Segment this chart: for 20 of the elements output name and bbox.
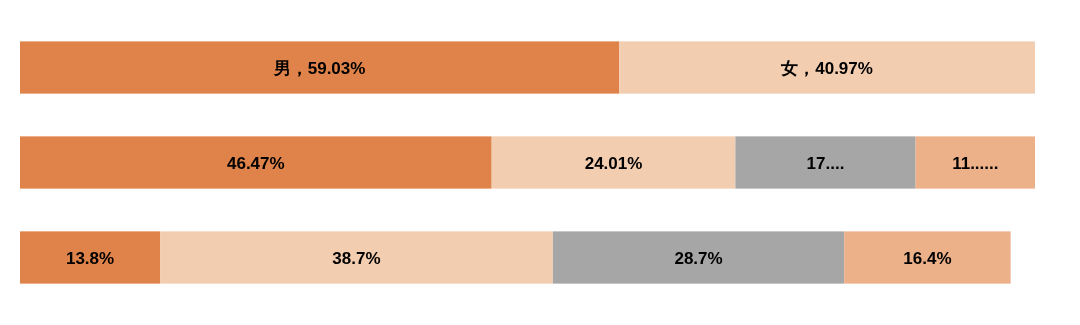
data-label: 46.47% bbox=[227, 153, 285, 173]
data-label: 13.8% bbox=[65, 248, 115, 268]
data-label: 28.7% bbox=[674, 248, 723, 268]
data-label: 女，40.97% bbox=[780, 58, 873, 78]
data-label: 男，59.03% bbox=[272, 58, 366, 78]
bar bbox=[20, 231, 161, 284]
bar bbox=[619, 41, 1035, 94]
data-label: 38.7% bbox=[332, 248, 381, 268]
bar bbox=[735, 136, 916, 189]
bar bbox=[844, 231, 1011, 284]
data-label: 24.01% bbox=[584, 153, 643, 173]
bar bbox=[20, 41, 620, 94]
bar bbox=[160, 231, 553, 284]
bar bbox=[491, 136, 736, 189]
data-label: 16.4% bbox=[903, 248, 952, 268]
bar bbox=[915, 136, 1035, 189]
data-label: 17.... bbox=[806, 153, 845, 173]
bar bbox=[552, 231, 845, 284]
bar bbox=[20, 136, 492, 189]
data-label: 11...... bbox=[952, 153, 999, 173]
